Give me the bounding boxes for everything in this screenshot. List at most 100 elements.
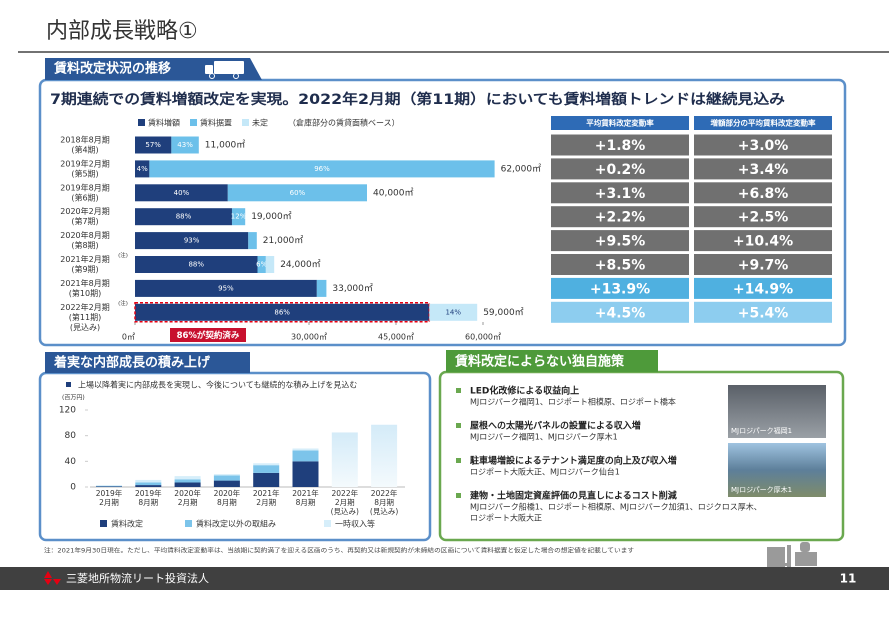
legend-label: 賃料改定以外の取組み (196, 519, 276, 529)
category-note: (注) (118, 251, 128, 259)
bar-segment (175, 479, 201, 482)
category-extra: (見込み) (70, 323, 100, 332)
x-tick-label: 2020年 (174, 488, 201, 498)
x-tick-label: 2021年 (253, 488, 280, 498)
category-note: (注) (118, 299, 128, 307)
measure-title: LED化改修による収益向上 (470, 385, 579, 397)
x-tick-label: 2月期 (256, 498, 276, 507)
bar-segment (293, 461, 319, 487)
y-unit: (百万円) (62, 395, 85, 402)
photo-caption: MJロジパーク厚木1 (731, 485, 792, 494)
category-sub: (第11期) (69, 312, 101, 322)
legend-label: 未定 (252, 118, 268, 128)
chart-subtitle: 上場以降着実に内部成長を実現し、今後についても継続的な積み上げを見込む (78, 380, 357, 390)
category-sub: (第4期) (71, 145, 98, 155)
bar-segment (253, 465, 279, 473)
category-label: 2019年8月期 (60, 182, 109, 192)
legend-label: 賃料改定 (111, 519, 143, 529)
bullet (456, 493, 461, 498)
table-value: +2.5% (738, 210, 789, 226)
bar-segment (135, 485, 161, 487)
category-sub: (第8期) (71, 240, 98, 250)
bar-segment (96, 486, 122, 487)
table-value: +2.2% (595, 210, 646, 226)
category-label: 2020年2月期 (60, 206, 109, 216)
total-label: 62,000㎡ (501, 163, 541, 174)
bar-label: 14% (445, 308, 461, 316)
bar-segment (214, 481, 240, 487)
x-tick-label: 2019年 (135, 488, 162, 498)
x-tick-label: 2021年 (292, 488, 319, 498)
x-tick-label: 60,000㎡ (465, 333, 501, 342)
category-label: 2022年2月期 (60, 302, 109, 312)
measure-detail: ロジポート大阪大正 (470, 513, 542, 523)
table-value: +9.5% (595, 234, 646, 250)
bar-segment (214, 475, 240, 480)
bar-segment (253, 463, 279, 465)
legend-label: 賃料増額 (148, 118, 180, 128)
forecast-bar (371, 425, 397, 487)
table-value: +14.9% (733, 281, 793, 297)
total-label: 21,000㎡ (263, 235, 304, 246)
bar-segment (214, 474, 240, 475)
table-value: +8.5% (595, 258, 646, 274)
x-tick-label: 2019年 (96, 488, 123, 498)
table-value: +3.4% (738, 162, 789, 178)
table-value: +6.8% (738, 186, 789, 202)
x-tick-label: 2022年 (371, 488, 398, 498)
bar-segment (317, 280, 327, 297)
company: 三菱地所物流リート投資法人 (66, 571, 209, 585)
bar-label: 88% (188, 261, 204, 269)
page-number: 11 (840, 572, 857, 586)
table-value: +3.0% (738, 138, 789, 154)
legend-label: 一時収入等 (335, 519, 375, 529)
subtitle-bullet (66, 382, 71, 387)
table-header: 平均賃料改定変動率 (586, 118, 654, 128)
rent-headline: 7期連続での賃料増額改定を実現。2022年2月期（第11期）においても賃料増額ト… (50, 91, 785, 108)
legend-swatch (324, 520, 331, 527)
bar-segment (293, 450, 319, 461)
measure-detail: MJロジパーク福岡1、MJロジパーク厚木1 (470, 432, 618, 442)
bar-segment (248, 232, 257, 249)
table-value: +13.9% (590, 281, 650, 297)
category-sub: (第6期) (71, 192, 98, 202)
table-value: +1.8% (595, 138, 646, 154)
measure-title: 駐車場増設によるテナント満足度の向上及び収入増 (470, 455, 677, 467)
legend-swatch (100, 520, 107, 527)
x-tick-label: 2月期 (99, 498, 119, 507)
x-tick-label: 0㎡ (122, 333, 135, 342)
measure-title: 屋根への太陽光パネルの設置による収入増 (470, 420, 641, 432)
page-title: 内部成長戦略① (46, 19, 198, 44)
bullet (456, 388, 461, 393)
table-value: +9.7% (738, 258, 789, 274)
growth-tab-text: 着実な内部成長の積み上げ (53, 355, 211, 371)
category-sub: (第9期) (71, 264, 98, 274)
category-label: 2021年2月期 (60, 254, 109, 264)
x-tick-label: 8月期 (374, 498, 394, 507)
bar-segment (293, 449, 319, 451)
bar-segment (135, 483, 161, 486)
annotation: 86%が契約済み (177, 330, 240, 341)
total-label: 24,000㎡ (280, 259, 321, 270)
measure-detail: MJロジパーク船橋1、ロジポート相模原、MJロジパーク加須1、ロジクロス厚木、 (470, 502, 762, 512)
bar-label: 57% (145, 141, 161, 149)
x-tick-label: 2020年 (214, 488, 241, 498)
x-tick-label: 2月期 (178, 498, 198, 507)
bar-label: 88% (176, 213, 192, 221)
total-label: 59,000㎡ (483, 307, 524, 318)
legend-label: 賃料据置 (200, 118, 232, 128)
x-tick-label: (見込み) (331, 507, 359, 516)
x-tick-label: 45,000㎡ (378, 333, 414, 342)
table-header: 増額部分の平均賃料改定変動率 (711, 118, 816, 128)
bullet (456, 423, 461, 428)
x-tick-label: 8月期 (138, 498, 158, 507)
bar-label: 12% (231, 213, 247, 221)
table-value: +5.4% (738, 305, 789, 321)
table-value: +3.1% (595, 186, 646, 202)
category-label: 2019年2月期 (60, 158, 109, 168)
table-value: +4.5% (595, 305, 646, 321)
x-tick-label: (見込み) (370, 507, 398, 516)
bar-segment (266, 256, 274, 273)
measure-detail: ロジポート大阪大正、MJロジパーク仙台1 (470, 467, 620, 477)
